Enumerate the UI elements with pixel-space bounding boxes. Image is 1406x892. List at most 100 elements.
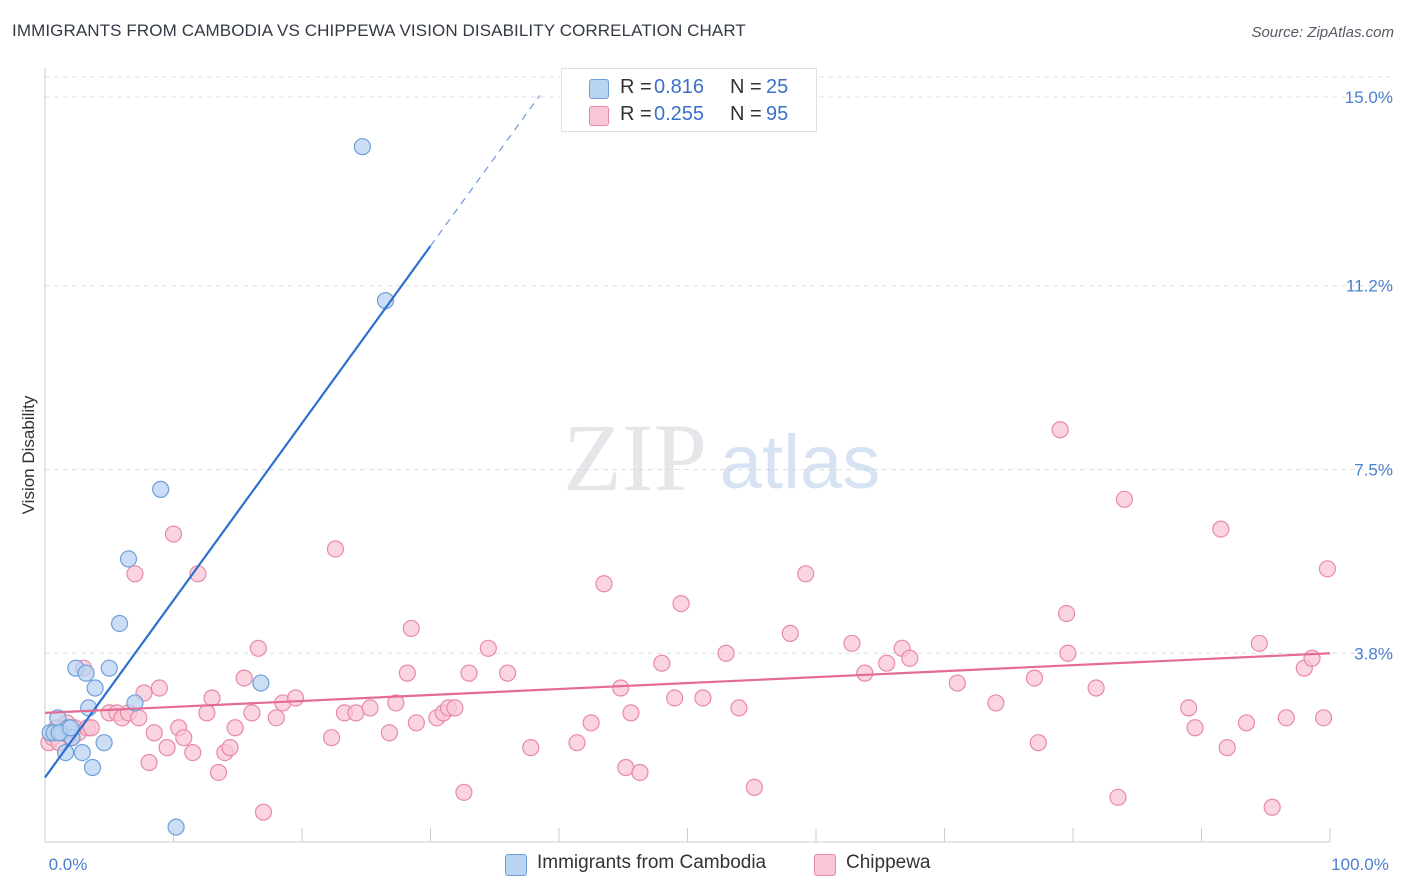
legend-swatch-chippewa (589, 106, 609, 126)
chippewa-point (843, 634, 861, 652)
cambodia-point (126, 694, 144, 712)
y-axis-title: Vision Disability (19, 395, 38, 514)
chippewa-point (198, 704, 216, 722)
chippewa-point (1237, 714, 1256, 732)
cambodia-point (353, 138, 371, 156)
chippewa-point (1087, 679, 1105, 697)
cambodia-point (252, 674, 270, 692)
chippewa-point (387, 694, 405, 712)
cambodia-point (167, 818, 185, 836)
correlation-legend: R = 0.816 N = 25 R = 0.255 N = 95 (561, 68, 817, 132)
chippewa-point (455, 783, 473, 801)
chippewa-point (1057, 604, 1076, 623)
chippewa-point (145, 724, 163, 742)
watermark-zip: ZIP (563, 404, 707, 511)
cambodia-point (73, 743, 91, 762)
legend-r-value: 0.816 (654, 76, 705, 98)
chippewa-trend-line (44, 652, 1331, 714)
chippewa-point (254, 803, 273, 821)
chippewa-point (361, 699, 379, 717)
chippewa-point (781, 624, 799, 643)
chippewa-point (175, 729, 193, 747)
chippewa-point (694, 689, 712, 707)
y-tick-label: 15.0% (1345, 88, 1393, 107)
chippewa-point (666, 689, 684, 707)
grid-lines (45, 76, 1393, 654)
chippewa-point (1218, 739, 1236, 757)
chippewa-point (595, 575, 613, 593)
cambodia-point (56, 743, 75, 762)
chippewa-point (1051, 421, 1069, 439)
cambodia-point (100, 659, 118, 677)
chippewa-point (322, 729, 341, 747)
legend-swatch-chippewa (814, 854, 836, 876)
trend-lines (44, 95, 1331, 779)
legend-r-label: R = (620, 76, 652, 98)
chippewa-point (479, 639, 497, 657)
chippewa-point (1212, 520, 1230, 538)
chippewa-point (249, 639, 267, 657)
legend-label-chippewa: Chippewa (846, 852, 931, 873)
chippewa-point (631, 763, 649, 782)
x-tick-label: 0.0% (49, 855, 88, 874)
cambodia-point (95, 734, 113, 752)
chippewa-point (582, 714, 600, 732)
chippewa-point (745, 778, 763, 796)
legend-n-label: N = (730, 103, 762, 125)
chippewa-point (622, 704, 640, 722)
chippewa-point (1180, 699, 1198, 717)
cambodia-point (77, 664, 95, 682)
axes (44, 68, 1331, 843)
chippewa-point (522, 739, 540, 757)
legend-label-cambodia: Immigrants from Cambodia (537, 852, 767, 873)
cambodia-point (83, 758, 102, 777)
chippewa-point (1263, 798, 1281, 816)
legend-n-value: 25 (766, 76, 789, 98)
chippewa-point (987, 694, 1005, 712)
legend-r-value: 0.255 (654, 103, 705, 125)
chippewa-point (184, 743, 202, 762)
legend-n-label: N = (730, 76, 762, 98)
chippewa-point (267, 709, 285, 727)
legend-n-value: 95 (766, 103, 789, 125)
chippewa-point (797, 565, 815, 583)
cambodia-trend-line (44, 245, 432, 779)
chippewa-point (653, 654, 671, 672)
cambodia-point (86, 679, 104, 697)
chippewa-point (1303, 649, 1321, 667)
cambodia-point (119, 550, 138, 568)
chippewa-point (856, 664, 874, 682)
chippewa-point (1186, 719, 1204, 737)
chippewa-point (1115, 490, 1134, 508)
axis-labels: 3.8% 7.5% 11.2% 15.0% 0.0% 100.0% Vision Disab… (19, 88, 1393, 874)
chippewa-point (730, 699, 748, 717)
chippewa-point (140, 753, 158, 772)
chippewa-point (398, 664, 416, 682)
chippewa-point (878, 654, 896, 672)
cambodia-point (110, 614, 129, 633)
legend-row-chippewa: R = 0.255 N = 95 (562, 101, 816, 127)
chippewa-point (203, 689, 221, 707)
legend-swatch-cambodia (589, 79, 609, 99)
chippewa-point (612, 679, 630, 697)
chart-title: IMMIGRANTS FROM CAMBODIA VS CHIPPEWA VIS… (12, 21, 746, 40)
chippewa-point (499, 664, 517, 682)
chippewa-point (164, 525, 183, 543)
legend-r-label: R = (620, 103, 652, 125)
chippewa-point (901, 649, 919, 667)
chippewa-point (326, 540, 345, 558)
y-tick-label: 7.5% (1354, 461, 1393, 480)
chippewa-point (460, 664, 478, 682)
chippewa-point (717, 644, 735, 662)
cambodia-point (62, 719, 80, 737)
chippewa-point (1277, 709, 1295, 727)
series-cambodia-points (41, 138, 395, 836)
chippewa-point (221, 739, 239, 757)
chippewa-point (568, 734, 586, 752)
watermark: ZIP atlas (563, 404, 880, 511)
chippewa-point (126, 565, 144, 583)
chippewa-point (1109, 788, 1127, 806)
chippewa-point (407, 714, 425, 732)
chippewa-point (130, 709, 148, 727)
